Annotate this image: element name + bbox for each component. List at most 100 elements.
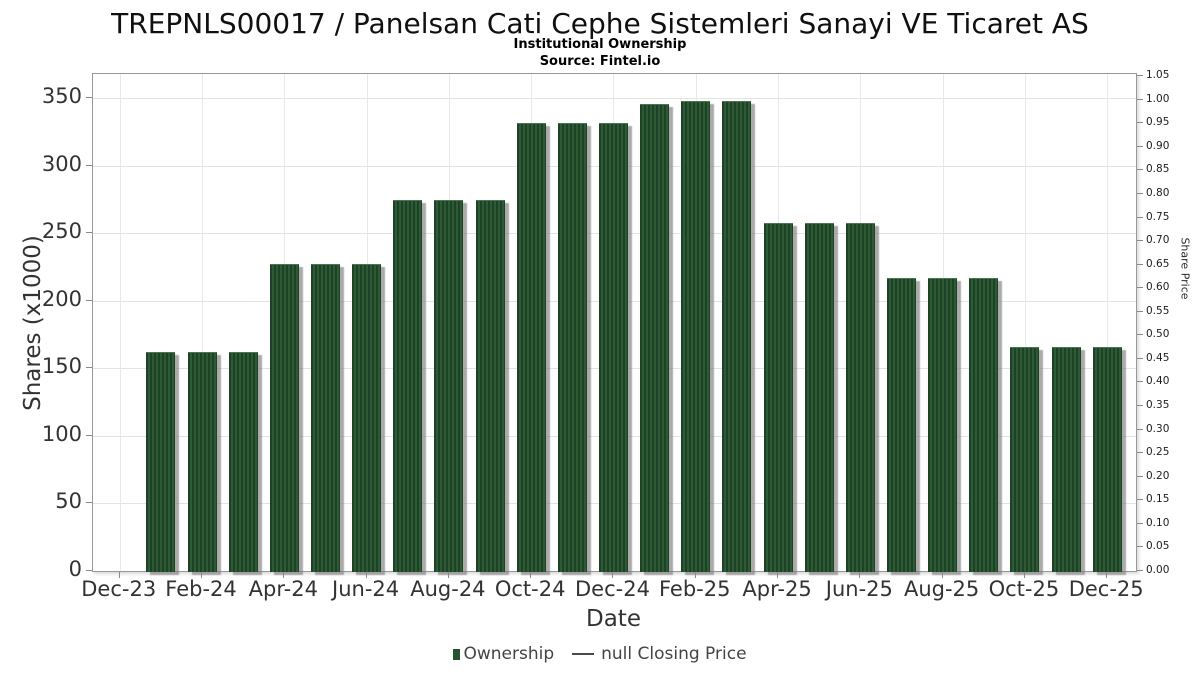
x-axis-tick-mark <box>283 572 285 578</box>
right-axis-tick-mark <box>1137 452 1143 454</box>
x-axis-tick-mark <box>777 572 779 578</box>
x-axis-tick-mark <box>1106 572 1108 578</box>
left-axis-tick-mark <box>86 502 92 504</box>
bar[interactable] <box>1051 346 1081 572</box>
x-axis-tick-mark <box>1023 572 1025 578</box>
x-axis-tick-label: Jun-25 <box>825 577 893 601</box>
bar[interactable] <box>598 122 628 572</box>
x-axis-tick-mark <box>694 572 696 578</box>
x-axis-tick-label: Feb-24 <box>165 577 237 601</box>
bar[interactable] <box>475 199 505 572</box>
left-axis-tick-label: 150 <box>41 354 82 379</box>
left-axis-tick-mark <box>86 164 92 166</box>
bar[interactable] <box>886 277 916 572</box>
right-axis-tick-mark <box>1137 192 1143 194</box>
bar[interactable] <box>434 199 464 572</box>
bar[interactable] <box>557 122 587 572</box>
right-axis-tick-label: 0.30 <box>1146 422 1170 435</box>
left-axis-tick-mark <box>86 367 92 369</box>
bar[interactable] <box>1092 346 1122 572</box>
bar[interactable] <box>352 264 382 572</box>
x-axis-tick-mark <box>447 572 449 578</box>
x-axis-tick-label: Oct-24 <box>494 577 566 601</box>
right-axis-tick-mark <box>1137 428 1143 430</box>
legend: Ownership null Closing Price <box>0 644 1200 664</box>
right-axis-tick-mark <box>1137 475 1143 477</box>
right-axis-tick-label: 1.05 <box>1146 69 1170 82</box>
left-axis-tick-label: 50 <box>55 489 82 514</box>
left-axis-tick-label: 200 <box>41 286 82 311</box>
x-axis-tick-mark <box>612 572 614 578</box>
bar[interactable] <box>804 222 834 572</box>
x-axis-tick-mark <box>365 572 367 578</box>
right-axis-tick-mark <box>1137 145 1143 147</box>
right-axis-tick-label: 1.00 <box>1146 92 1170 105</box>
right-axis-tick-mark <box>1137 499 1143 501</box>
right-axis-tick-label: 0.45 <box>1146 351 1170 364</box>
gridline-vertical <box>1107 74 1109 571</box>
x-axis-tick-label: Oct-25 <box>988 577 1060 601</box>
left-axis-tick-mark <box>86 97 92 99</box>
bar[interactable] <box>187 352 217 572</box>
legend-label-ownership: Ownership <box>463 644 555 664</box>
bar[interactable] <box>681 101 711 572</box>
bar[interactable] <box>969 277 999 572</box>
bar[interactable] <box>146 352 176 572</box>
right-axis-tick-mark <box>1137 75 1143 77</box>
gridline-vertical <box>202 74 204 571</box>
right-axis-tick-label: 0.35 <box>1146 399 1170 412</box>
x-axis-tick-label: Apr-25 <box>742 577 812 601</box>
chart-title: TREPNLS00017 / Panelsan Cati Cephe Siste… <box>111 7 1089 40</box>
right-axis-tick-label: 0.10 <box>1146 516 1170 529</box>
chart-source: Source: Fintel.io <box>539 54 661 69</box>
bar[interactable] <box>310 264 340 572</box>
right-axis-tick-label: 0.15 <box>1146 493 1170 506</box>
legend-line-marker-icon <box>572 653 595 655</box>
right-axis-title: Share Price <box>1178 237 1192 300</box>
right-axis-tick-label: 0.80 <box>1146 186 1170 199</box>
left-axis-tick-mark <box>86 299 92 301</box>
bar[interactable] <box>763 222 793 572</box>
x-axis-tick-label: Apr-24 <box>248 577 318 601</box>
bar[interactable] <box>516 122 546 572</box>
x-axis-tick-mark <box>941 572 943 578</box>
bar[interactable] <box>1010 346 1040 572</box>
right-axis-tick-label: 0.90 <box>1146 139 1170 152</box>
right-axis-tick-label: 0.40 <box>1146 375 1170 388</box>
bar[interactable] <box>928 277 958 572</box>
left-axis-tick-label: 100 <box>41 421 82 446</box>
right-axis-tick-label: 0.60 <box>1146 281 1170 294</box>
right-axis-tick-mark <box>1137 522 1143 524</box>
x-axis-tick-label: Dec-24 <box>575 577 650 601</box>
right-axis-tick-label: 0.85 <box>1146 163 1170 176</box>
right-axis-tick-label: 0.95 <box>1146 116 1170 129</box>
right-axis-tick-mark <box>1137 381 1143 383</box>
right-axis-tick-label: 0.65 <box>1146 257 1170 270</box>
right-axis-tick-mark <box>1137 357 1143 359</box>
right-axis-tick-label: 0.25 <box>1146 446 1170 459</box>
x-axis-tick-label: Jun-24 <box>332 577 400 601</box>
left-axis-tick-label: 350 <box>41 84 82 109</box>
right-axis-tick-mark <box>1137 310 1143 312</box>
bar[interactable] <box>722 101 752 572</box>
left-axis-tick-mark <box>86 434 92 436</box>
left-axis-tick-mark <box>86 232 92 234</box>
x-axis-tick-label: Dec-23 <box>81 577 157 601</box>
x-axis-tick-label: Aug-25 <box>903 577 980 601</box>
plot-area <box>92 73 1137 572</box>
right-axis-tick-label: 0.75 <box>1146 210 1170 223</box>
bar[interactable] <box>393 199 423 572</box>
bar[interactable] <box>640 103 670 572</box>
x-axis-tick-mark <box>118 572 120 578</box>
bar[interactable] <box>269 264 299 572</box>
bar[interactable] <box>228 352 258 572</box>
legend-square-marker-icon <box>453 648 461 660</box>
x-axis-tick-label: Feb-25 <box>659 577 731 601</box>
left-axis-tick-label: 300 <box>41 151 82 176</box>
x-axis-tick-mark <box>859 572 861 578</box>
bar[interactable] <box>845 222 875 572</box>
right-axis-tick-mark <box>1137 169 1143 171</box>
x-axis-tick-mark <box>530 572 532 578</box>
left-axis-tick-label: 250 <box>41 219 82 244</box>
right-axis-tick-label: 0.20 <box>1146 469 1170 482</box>
